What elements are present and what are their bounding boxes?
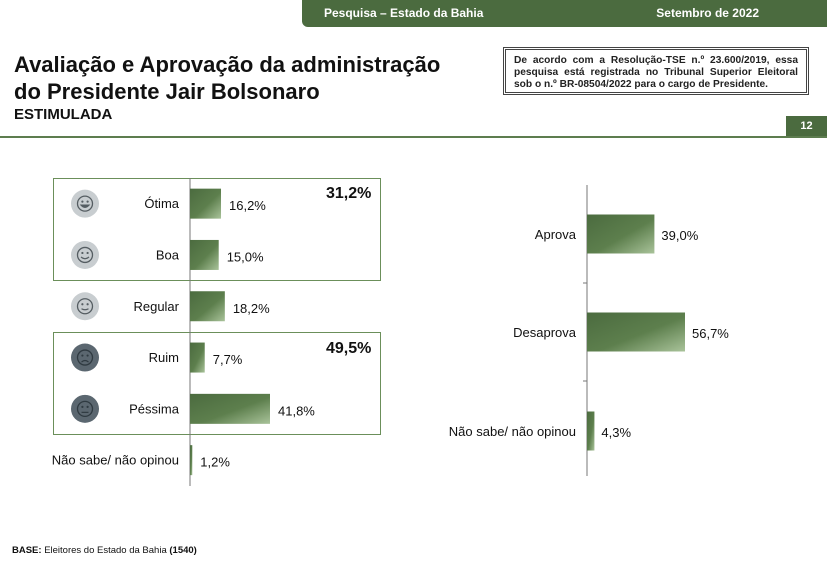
value-label-desaprova: 56,7% xyxy=(692,326,729,341)
base-footnote: BASE: Eleitores do Estado da Bahia (1540… xyxy=(12,545,197,556)
face-eye-left xyxy=(81,405,84,408)
page-number: 12 xyxy=(786,116,827,136)
bar-pessima xyxy=(190,393,270,424)
face-very-sad-icon xyxy=(71,394,99,423)
category-label-nao-sabe-nao-opinou: Não sabe/ não opinou xyxy=(449,424,576,439)
bar-desaprova xyxy=(587,312,685,352)
page-subtitle: ESTIMULADA xyxy=(14,106,113,123)
icon-disc xyxy=(71,240,99,269)
bar-boa xyxy=(190,239,219,270)
face-eye-left xyxy=(81,354,84,357)
value-label-otima: 16,2% xyxy=(229,198,266,213)
header-divider xyxy=(0,136,827,138)
registration-note: De acordo com a Resolução-TSE n.º 23.600… xyxy=(503,47,809,95)
value-label-nao-sabe-nao-opinou: 1,2% xyxy=(200,455,230,470)
survey-name: Pesquisa – Estado da Bahia xyxy=(324,6,484,20)
value-label-boa: 15,0% xyxy=(227,249,264,264)
face-eye-left xyxy=(81,303,84,306)
face-eye-right xyxy=(86,251,89,255)
icon-disc xyxy=(71,394,99,423)
face-outline xyxy=(76,400,94,418)
category-label-aprova: Aprova xyxy=(535,227,577,242)
face-eye-left xyxy=(81,200,84,203)
face-eye-right xyxy=(86,303,89,306)
evaluation-chart: Ótima 16,2% Boa 15,0% Regular 18,2% Ruim 7,7% Pé… xyxy=(52,178,315,486)
face-eye-right xyxy=(86,200,89,203)
positive-total: 31,2% xyxy=(326,185,372,202)
base-text: Eleitores do Estado da Bahia xyxy=(41,545,170,556)
face-sad-icon xyxy=(71,343,99,372)
approval-chart: Aprova 39,0% Desaprova 56,7% Não sabe/ não o… xyxy=(449,185,729,476)
category-label-otima: Ótima xyxy=(144,196,179,211)
category-label-desaprova: Desaprova xyxy=(513,325,577,340)
face-outline xyxy=(76,298,94,315)
bar-aprova xyxy=(587,214,655,254)
face-neutral-smile-icon xyxy=(71,292,99,321)
category-label-nao-sabe-nao-opinou: Não sabe/ não opinou xyxy=(52,453,179,468)
positive-group-box xyxy=(53,178,381,281)
face-outline xyxy=(76,349,94,366)
icon-disc xyxy=(71,343,99,372)
face-eye-left xyxy=(81,251,84,255)
value-label-regular: 18,2% xyxy=(233,301,270,316)
negative-total: 49,5% xyxy=(326,340,372,357)
value-label-nao-sabe-nao-opinou: 4,3% xyxy=(601,425,631,440)
face-mouth xyxy=(79,204,91,208)
category-label-boa: Boa xyxy=(156,247,180,262)
page-title: Avaliação e Aprovação da administração d… xyxy=(14,51,440,105)
face-happy-icon xyxy=(71,240,99,269)
bar-regular xyxy=(190,291,225,322)
title-line-2: do Presidente Jair Bolsonaro xyxy=(14,79,320,104)
category-label-regular: Regular xyxy=(133,299,179,314)
value-label-pessima: 41,8% xyxy=(278,403,315,418)
face-outline xyxy=(76,246,94,264)
base-count: (1540) xyxy=(169,545,197,556)
face-mouth xyxy=(81,308,89,311)
survey-date: Setembro de 2022 xyxy=(656,6,759,20)
base-label: BASE: xyxy=(12,545,42,556)
icon-disc xyxy=(71,292,99,321)
icon-disc xyxy=(71,189,99,218)
bar-nao-sabe-nao-opinou xyxy=(190,445,193,476)
face-mouth xyxy=(81,359,89,363)
face-outline xyxy=(76,195,94,212)
face-eye-right xyxy=(86,405,89,408)
category-label-ruim: Ruim xyxy=(149,350,179,365)
face-mouth xyxy=(80,256,90,260)
negative-group-box xyxy=(53,332,381,435)
bar-nao-sabe-nao-opinou xyxy=(587,411,595,451)
header-bar: Pesquisa – Estado da Bahia Setembro de 2… xyxy=(302,0,827,27)
value-label-aprova: 39,0% xyxy=(661,228,698,243)
face-eye-right xyxy=(86,354,89,357)
title-line-1: Avaliação e Aprovação da administração xyxy=(14,52,441,77)
bar-ruim xyxy=(190,342,205,373)
value-label-ruim: 7,7% xyxy=(213,352,243,367)
face-very-happy-icon xyxy=(71,189,99,218)
category-label-pessima: Péssima xyxy=(129,401,180,416)
bar-otima xyxy=(190,188,222,219)
